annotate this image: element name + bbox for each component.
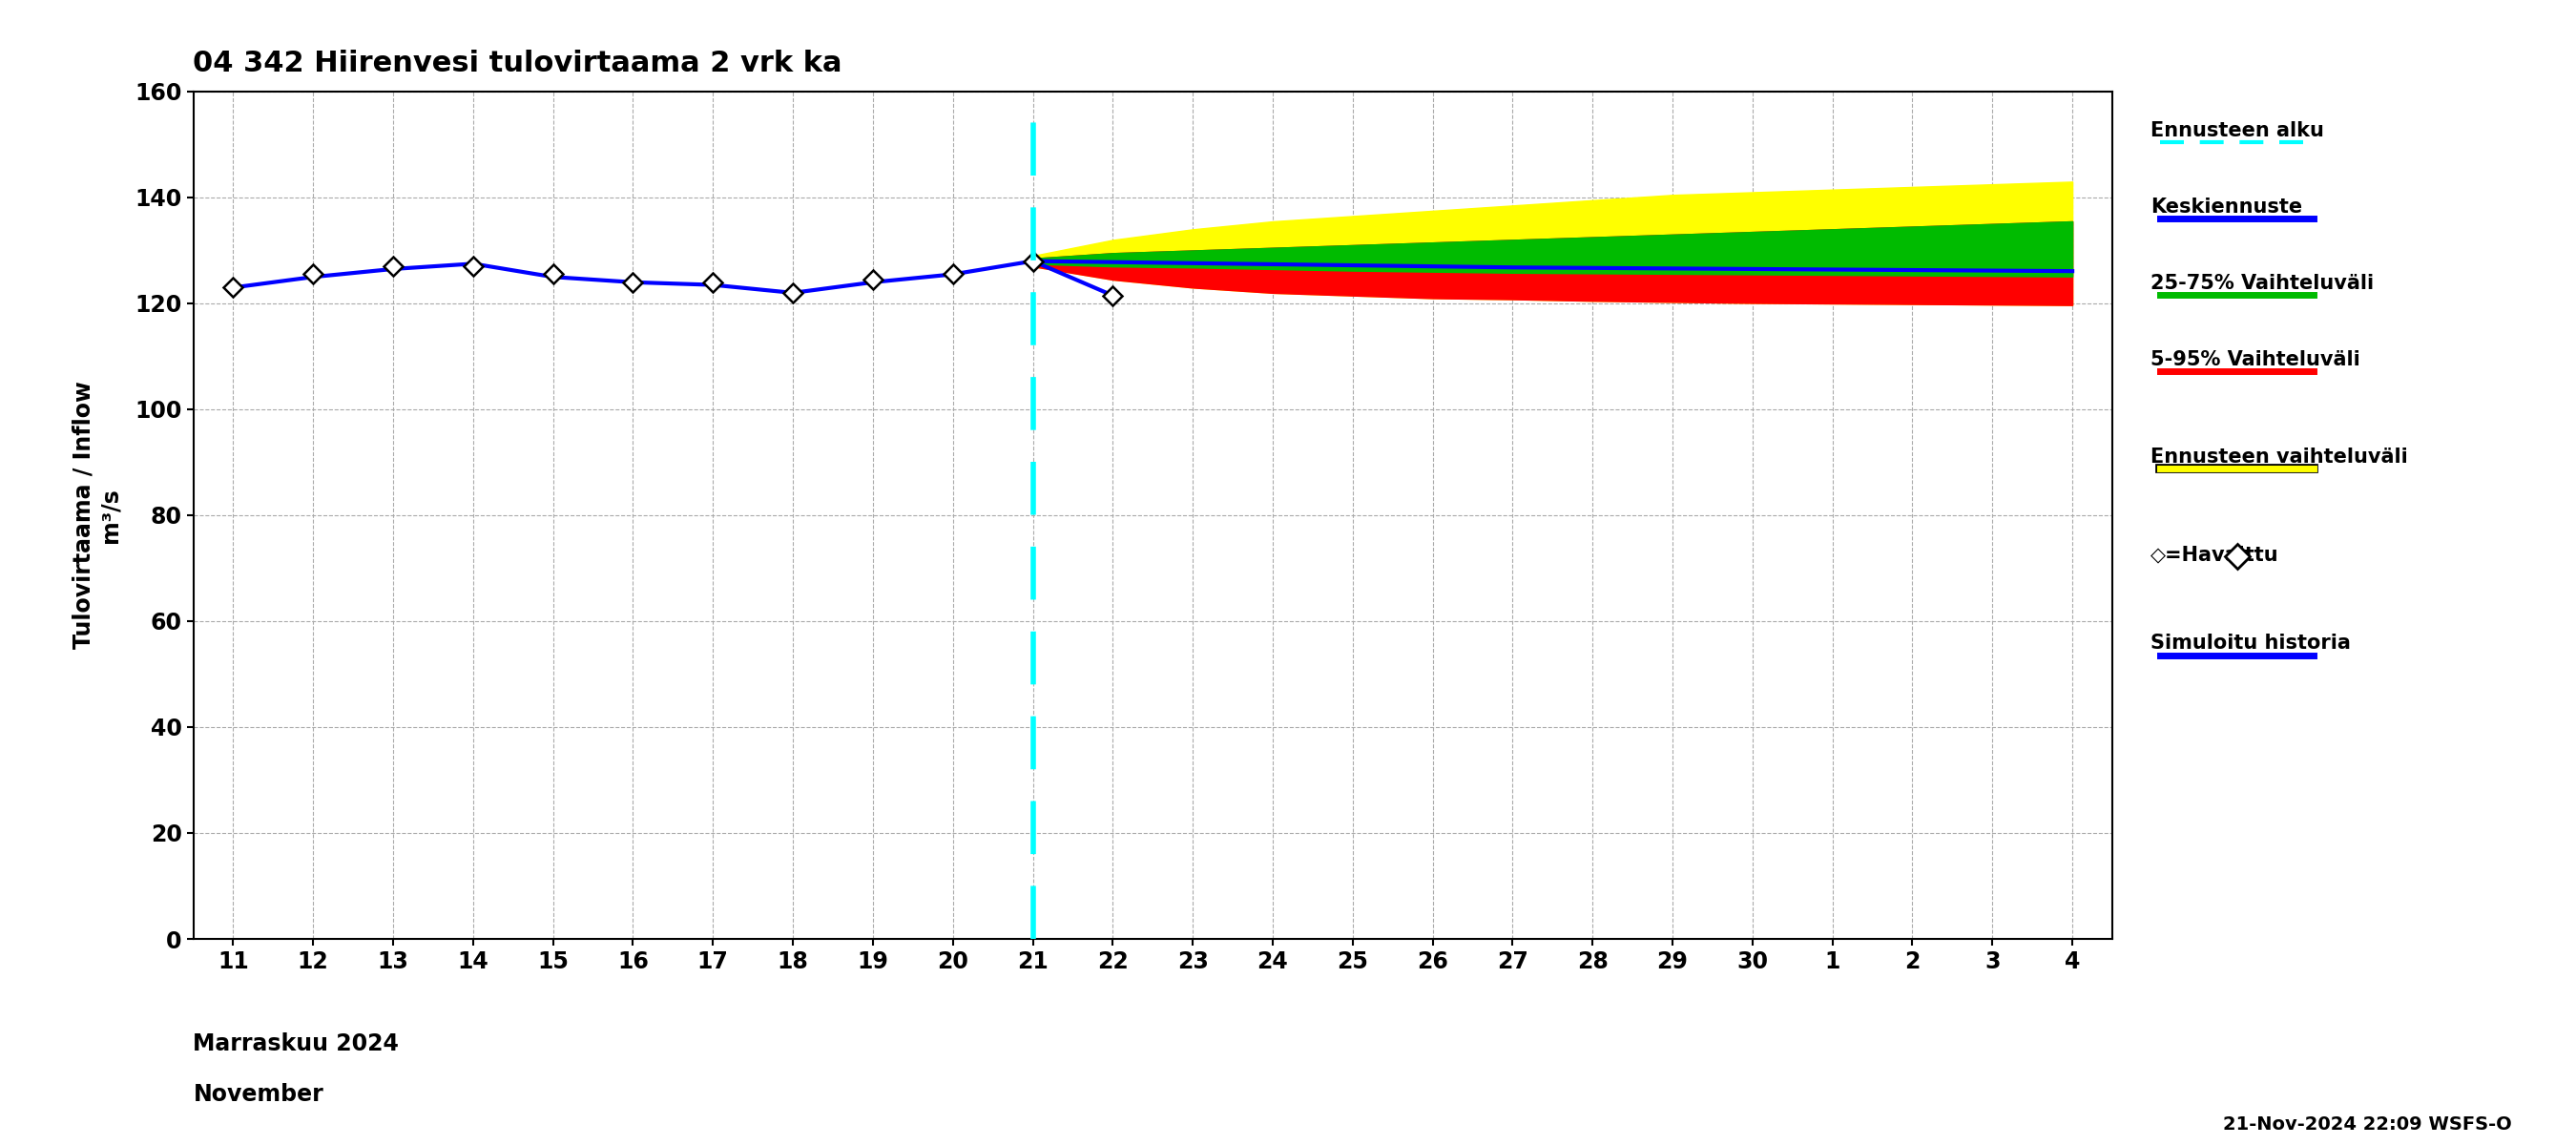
Y-axis label: Tulovirtaama / Inflow
m³/s: Tulovirtaama / Inflow m³/s xyxy=(72,381,121,649)
Text: Simuloitu historia: Simuloitu historia xyxy=(2151,634,2352,653)
Text: Keskiennuste: Keskiennuste xyxy=(2151,197,2303,216)
Text: 25-75% Vaihteluväli: 25-75% Vaihteluväli xyxy=(2151,274,2375,293)
Text: ◇=Havaittu: ◇=Havaittu xyxy=(2151,545,2280,564)
Text: Ennusteen vaihteluväli: Ennusteen vaihteluväli xyxy=(2151,448,2409,466)
Text: 21-Nov-2024 22:09 WSFS-O: 21-Nov-2024 22:09 WSFS-O xyxy=(2223,1115,2512,1134)
Text: Ennusteen alku: Ennusteen alku xyxy=(2151,121,2324,141)
Text: 5-95% Vaihteluväli: 5-95% Vaihteluväli xyxy=(2151,350,2360,369)
Text: November: November xyxy=(193,1083,325,1106)
Text: Marraskuu 2024: Marraskuu 2024 xyxy=(193,1032,399,1055)
Text: 04 342 Hiirenvesi tulovirtaama 2 vrk ka: 04 342 Hiirenvesi tulovirtaama 2 vrk ka xyxy=(193,49,842,78)
